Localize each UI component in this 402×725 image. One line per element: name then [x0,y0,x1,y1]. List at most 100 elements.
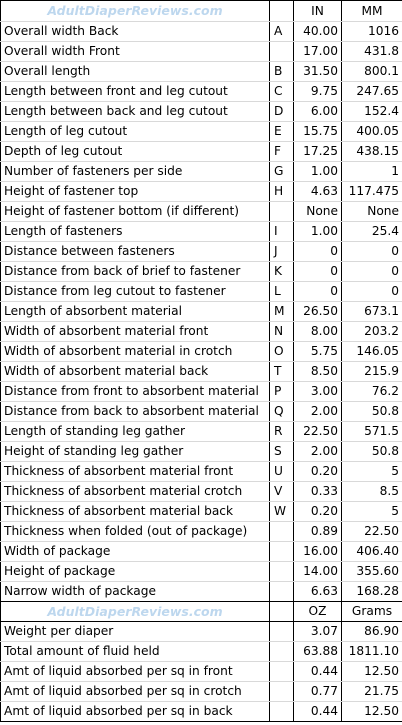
dimension-row: Length of absorbent material M 26.50 673.1 [0,301,402,322]
dimension-row: Distance from front to absorbent materia… [0,381,402,402]
row-letter: U [269,461,294,482]
row-label: Width of absorbent material in crotch [0,341,270,362]
row-letter: Q [269,401,294,422]
row-letter: W [269,501,294,522]
row-label: Length between back and leg cutout [0,101,270,122]
value-in: 5.75 [293,341,342,362]
value-mm: 0 [341,261,402,282]
row-letter [269,681,294,702]
row-letter [269,201,294,222]
value-mm: 1016 [341,21,402,42]
value-in: 3.00 [293,381,342,402]
row-letter: M [269,301,294,322]
value-in: 40.00 [293,21,342,42]
brand-title: AdultDiaperReviews.com [0,0,270,22]
value-mm: 50.8 [341,401,402,422]
row-letter [269,521,294,542]
value-in: 8.50 [293,361,342,382]
value-mm: 203.2 [341,321,402,342]
value-in: 1.00 [293,161,342,182]
dimension-row: Height of fastener bottom (if different)… [0,201,402,222]
value-in: 9.75 [293,81,342,102]
value-mm: 400.05 [341,121,402,142]
value-mm: 22.50 [341,521,402,542]
value-mm: 0 [341,281,402,302]
row-label: Distance from back to absorbent material [0,401,270,422]
weight-row: Amt of liquid absorbed per sq in front 0.… [0,661,402,682]
dimension-row: Overall length B 31.50 800.1 [0,61,402,82]
weight-header-row: AdultDiaperReviews.com OZ Grams [0,601,402,622]
row-label: Distance from leg cutout to fastener [0,281,270,302]
value-in: None [293,201,342,222]
value-in: 22.50 [293,421,342,442]
value-in: 17.00 [293,41,342,62]
value-mm: 0 [341,241,402,262]
dimension-row: Height of standing leg gather S 2.00 50.8 [0,441,402,462]
value-in: 26.50 [293,301,342,322]
dimension-row: Width of absorbent material in crotch O 5.… [0,341,402,362]
row-letter: S [269,441,294,462]
row-label: Total amount of fluid held [0,641,270,662]
row-letter: R [269,421,294,442]
value-oz: 63.88 [293,641,342,662]
value-mm: 152.4 [341,101,402,122]
value-mm: 571.5 [341,421,402,442]
row-letter: P [269,381,294,402]
row-letter: A [269,21,294,42]
row-label: Thickness when folded (out of package) [0,521,270,542]
value-mm: None [341,201,402,222]
row-letter [269,581,294,602]
weight-row: Total amount of fluid held 63.88 1811.10 [0,641,402,662]
row-label: Number of fasteners per side [0,161,270,182]
value-mm: 1 [341,161,402,182]
value-oz: 0.44 [293,701,342,722]
dimension-row: Number of fasteners per side G 1.00 1 [0,161,402,182]
dimension-row: Length of leg cutout E 15.75 400.05 [0,121,402,142]
row-letter: H [269,181,294,202]
value-in: 0.33 [293,481,342,502]
value-mm: 168.28 [341,581,402,602]
row-label: Amt of liquid absorbed per sq in crotch [0,681,270,702]
dimension-row: Width of absorbent material back T 8.50 215… [0,361,402,382]
row-letter [269,641,294,662]
row-letter: B [269,61,294,82]
dimension-row: Distance from back to absorbent material… [0,401,402,422]
row-letter [269,41,294,62]
value-in: 6.63 [293,581,342,602]
value-in: 4.63 [293,181,342,202]
row-letter: K [269,261,294,282]
row-label: Width of absorbent material front [0,321,270,342]
row-letter: D [269,101,294,122]
dimension-row: Overall width Back A 40.00 1016 [0,21,402,42]
row-letter [269,541,294,562]
dimension-row: Height of fastener top H 4.63 117.475 [0,181,402,202]
weight-row: Amt of liquid absorbed per sq in back 0.4… [0,701,402,722]
row-label: Height of standing leg gather [0,441,270,462]
value-in: 6.00 [293,101,342,122]
dimension-row: Overall width Front 17.00 431.8 [0,41,402,62]
row-label: Narrow width of package [0,581,270,602]
row-letter: C [269,81,294,102]
row-letter [269,621,294,642]
weight-row: Amt of liquid absorbed per sq in crotch 0… [0,681,402,702]
value-in: 0 [293,281,342,302]
value-in: 0.89 [293,521,342,542]
value-in: 2.00 [293,441,342,462]
dimension-row: Distance from back of brief to fastener K… [0,261,402,282]
row-letter: V [269,481,294,502]
value-mm: 800.1 [341,61,402,82]
row-label: Overall length [0,61,270,82]
dimension-row: Length between front and leg cutout C 9.75… [0,81,402,102]
brand-subtitle: AdultDiaperReviews.com [0,601,270,622]
row-label: Depth of leg cutout [0,141,270,162]
value-oz: 0.77 [293,681,342,702]
value-grams: 86.90 [341,621,402,642]
row-label: Height of package [0,561,270,582]
row-label: Width of package [0,541,270,562]
dimension-row: Narrow width of package 6.63 168.28 [0,581,402,602]
dimension-row: Length of standing leg gather R 22.50 571.5 [0,421,402,442]
row-letter: N [269,321,294,342]
value-mm: 117.475 [341,181,402,202]
